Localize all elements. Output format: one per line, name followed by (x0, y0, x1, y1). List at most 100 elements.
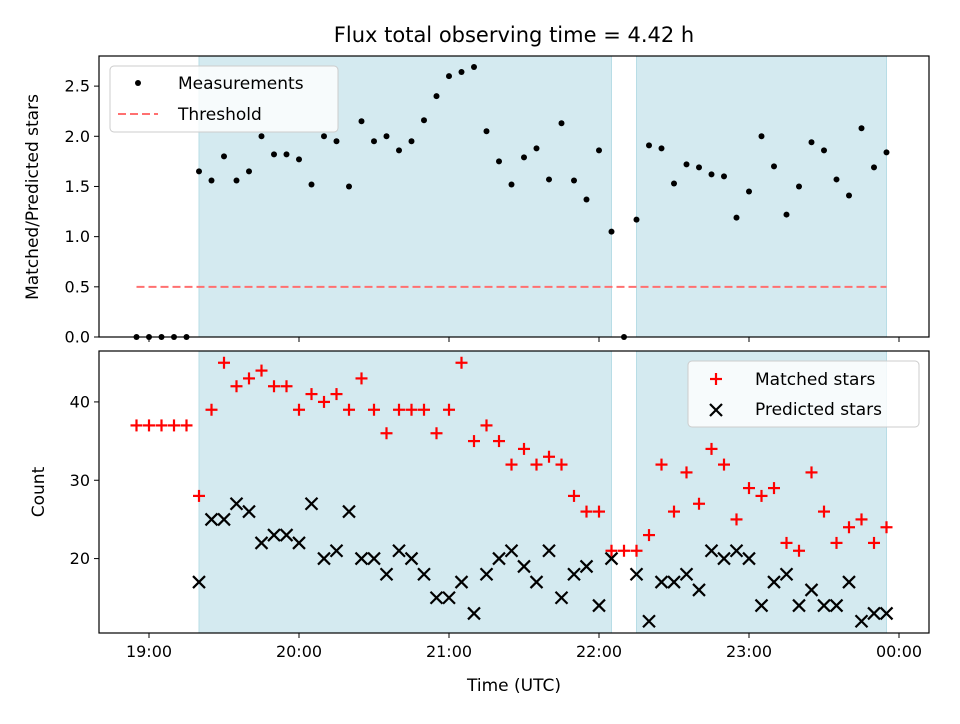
predicted-stars-point (842, 575, 856, 589)
matched-stars-point (518, 442, 530, 455)
predicted-stars-point (529, 575, 544, 589)
matched-stars-point (818, 505, 830, 518)
plot-frame (98, 350, 930, 634)
legend-measurements-marker (135, 80, 141, 86)
matched-stars-point (393, 403, 405, 416)
measurement-point (483, 128, 490, 135)
predicted-stars-point (292, 536, 306, 550)
matched-stars-point (505, 458, 518, 471)
measurement-point (733, 214, 740, 221)
measurement-point (696, 164, 702, 171)
predicted-stars-point (742, 551, 756, 566)
predicted-stars-point (342, 504, 356, 519)
measurement-point (446, 73, 452, 80)
legend-top: Measurements Threshold (109, 65, 339, 133)
matched-stars-point (555, 458, 568, 471)
matched-stars-point (355, 372, 368, 385)
measurement-point (321, 133, 327, 140)
measurement-point (883, 149, 890, 156)
legend-measurements-label: Measurements (178, 74, 304, 94)
predicted-stars-point (492, 551, 506, 566)
measurement-point (246, 168, 252, 175)
matched-stars-point (368, 403, 380, 416)
legend-top-box (109, 65, 339, 133)
plot-frame (98, 55, 930, 338)
measurement-point (221, 153, 227, 160)
y-tick-label: 2.0 (65, 127, 90, 146)
matched-stars-point (543, 450, 555, 463)
measurement-point (583, 196, 590, 203)
predicted-stars-point (267, 528, 281, 542)
legend-bottom-box (687, 360, 920, 428)
predicted-stars-point (867, 606, 881, 621)
y-tick-label: 0.5 (65, 277, 90, 296)
measurement-point (333, 138, 340, 145)
matched-stars-point (730, 513, 743, 526)
legend-predicted-marker (709, 403, 723, 417)
matched-stars-point (868, 536, 880, 549)
predicted-stars-point (767, 575, 781, 589)
predicted-stars-point (204, 512, 219, 527)
predicted-stars-point (642, 614, 656, 629)
predicted-stars-point (217, 512, 231, 527)
measurement-point (871, 164, 877, 171)
matched-stars-point (618, 544, 630, 557)
x-tick-label: 22:00 (576, 642, 622, 661)
matched-stars-point (180, 419, 193, 432)
predicted-stars-point (354, 551, 369, 566)
predicted-stars-point (667, 575, 681, 589)
bottom-y-axis-label: Count (29, 466, 49, 517)
predicted-stars-point (317, 551, 331, 566)
measurement-point (783, 211, 790, 218)
measurement-point (271, 151, 277, 158)
legend-matched-marker (710, 373, 722, 385)
matched-stars-point (305, 388, 318, 401)
predicted-stars-point (592, 598, 606, 613)
measurement-point (646, 142, 652, 149)
matched-stars-point (855, 513, 868, 526)
matched-stars-point (430, 427, 443, 440)
measurement-point (571, 177, 577, 184)
predicted-stars-point (554, 590, 569, 605)
measurement-point (396, 147, 402, 154)
measurement-point (671, 180, 677, 187)
predicted-stars-point (879, 606, 894, 621)
legend-bottom: Matched stars Predicted stars (687, 360, 920, 428)
predicted-stars-point (517, 559, 531, 574)
predicted-stars-point (454, 575, 469, 589)
matched-stars-point (293, 403, 305, 416)
matched-stars-point (343, 403, 355, 416)
measurement-point (758, 133, 765, 140)
predicted-stars-point (467, 606, 481, 621)
measurement-point (633, 216, 640, 223)
measurement-point (458, 69, 465, 76)
predicted-stars-point (367, 551, 381, 566)
predicted-stars-point (404, 551, 419, 566)
predicted-stars-point (504, 543, 519, 558)
matched-stars-point (630, 544, 643, 557)
measurement-point (521, 154, 527, 161)
predicted-stars-point (829, 598, 844, 613)
matched-stars-point (318, 395, 330, 408)
predicted-stars-point (779, 567, 794, 582)
measurement-point (421, 117, 427, 124)
observing-window-shade (198, 350, 612, 634)
measurement-point (808, 139, 815, 146)
measurement-point (821, 147, 827, 154)
measurement-point (846, 192, 852, 199)
predicted-stars-point (679, 567, 694, 582)
legend-matched-label: Matched stars (755, 370, 875, 390)
matched-stars-point (168, 419, 180, 432)
y-tick-label: 1.5 (65, 177, 90, 196)
predicted-stars-point (804, 583, 819, 597)
measurement-point (408, 138, 415, 145)
predicted-stars-point (704, 543, 719, 558)
matched-stars-point (718, 458, 730, 471)
predicted-stars-point (567, 567, 581, 582)
matched-stars-point (155, 419, 168, 432)
y-tick-label: 1.0 (65, 227, 90, 246)
predicted-stars-point (754, 598, 769, 613)
measurement-point (296, 156, 302, 163)
matched-stars-point (255, 364, 268, 377)
